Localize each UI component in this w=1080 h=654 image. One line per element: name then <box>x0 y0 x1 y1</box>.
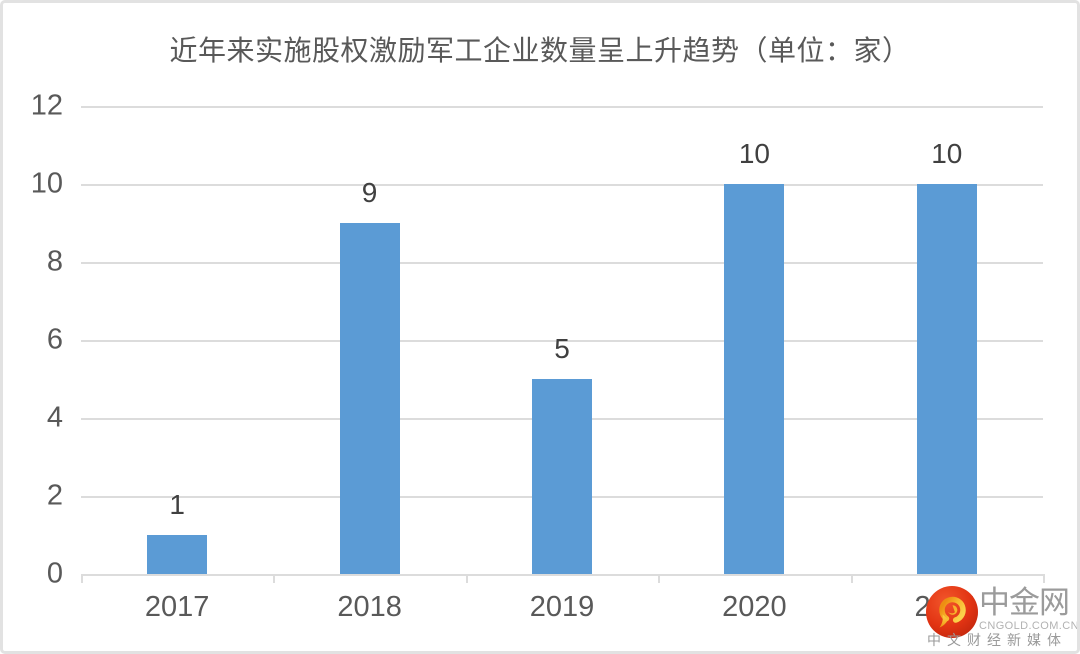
gridline <box>81 340 1043 342</box>
gridline <box>81 184 1043 186</box>
x-axis-tick <box>658 574 661 583</box>
x-axis-tick-label: 2017 <box>144 591 210 623</box>
gridline <box>81 106 1043 108</box>
y-axis-tick-label: 4 <box>46 401 63 434</box>
x-axis-line <box>81 574 1043 576</box>
bar <box>916 184 977 574</box>
y-axis-tick-label: 6 <box>46 323 63 356</box>
x-axis-tick <box>465 574 468 583</box>
x-axis-tick <box>850 574 853 583</box>
y-axis-tick-label: 10 <box>30 167 63 200</box>
plot-area: 0 2 4 6 8 10 12 1 2017 9 2018 5 2019 10 2020 10 2021 <box>31 91 1045 622</box>
bar <box>532 379 592 574</box>
bar-value-label: 10 <box>738 138 770 169</box>
gridline <box>81 262 1043 264</box>
bar <box>339 223 400 574</box>
watermark-domain: CNGOLD.COM.CN <box>979 620 1079 632</box>
x-axis-tick-label: 2019 <box>529 591 595 623</box>
x-axis-tick <box>1043 574 1045 583</box>
y-axis-tick-label: 0 <box>46 557 63 590</box>
x-axis-tick-label: 2020 <box>722 591 787 623</box>
x-axis-tick <box>81 574 83 583</box>
watermark-tagline: 中文财经新媒体 <box>927 632 1067 648</box>
bar-value-label: 1 <box>169 489 185 520</box>
bar-value-label: 10 <box>931 138 963 169</box>
y-axis-tick-label: 8 <box>46 245 63 278</box>
x-axis-tick <box>273 574 276 583</box>
y-axis-tick-label: 2 <box>46 479 63 512</box>
x-axis-tick-label: 2021 <box>914 591 980 623</box>
bar <box>724 184 785 574</box>
bar-value-label: 5 <box>554 333 570 364</box>
bar <box>147 535 208 574</box>
y-axis-tick-label: 12 <box>30 89 63 122</box>
bar-value-label: 9 <box>361 177 378 208</box>
chart-title: 近年来实施股权激励军工企业数量呈上升趋势（单位：家） <box>169 35 911 66</box>
x-axis-tick-label: 2018 <box>337 591 402 623</box>
